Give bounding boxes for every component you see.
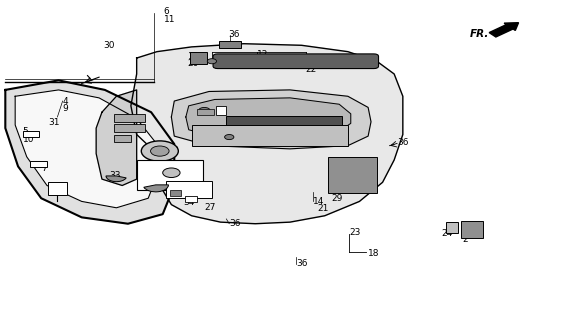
Text: 7: 7 (41, 164, 47, 173)
Text: 10: 10 (23, 135, 34, 144)
Text: 29: 29 (332, 194, 343, 203)
Bar (170, 190, 180, 196)
Text: 19: 19 (257, 57, 269, 66)
Bar (137, 160, 203, 190)
Text: 13: 13 (187, 52, 199, 60)
Text: 20: 20 (187, 59, 199, 68)
Text: 36: 36 (296, 259, 307, 268)
Bar (226, 116, 342, 126)
Text: 23: 23 (349, 228, 360, 237)
Text: 37: 37 (195, 117, 206, 126)
Circle shape (198, 108, 210, 114)
Text: 28: 28 (152, 166, 163, 175)
Polygon shape (186, 98, 351, 138)
Bar (166, 181, 212, 198)
Text: 15: 15 (306, 57, 317, 66)
Wedge shape (106, 176, 126, 182)
Text: 25: 25 (227, 132, 239, 141)
Text: 33: 33 (109, 171, 121, 180)
Polygon shape (96, 90, 137, 186)
Bar (328, 157, 377, 194)
Text: 36: 36 (228, 30, 240, 39)
Bar (216, 106, 226, 116)
Text: 26: 26 (212, 57, 223, 66)
Bar (461, 220, 483, 238)
Text: 3: 3 (172, 146, 177, 155)
Text: 4: 4 (63, 97, 68, 106)
Bar (184, 196, 197, 202)
Text: 26: 26 (185, 114, 197, 123)
Bar (30, 161, 47, 167)
Text: 22: 22 (306, 65, 317, 74)
Circle shape (163, 168, 180, 178)
Wedge shape (144, 185, 169, 192)
Bar (114, 124, 146, 132)
Text: FR.: FR. (470, 29, 490, 39)
Text: 11: 11 (164, 15, 175, 24)
Text: 32: 32 (154, 180, 165, 188)
Circle shape (151, 146, 169, 156)
Bar (114, 114, 146, 123)
Bar (219, 41, 241, 49)
FancyArrow shape (489, 23, 519, 37)
Bar (23, 131, 39, 137)
Text: 27: 27 (204, 203, 216, 212)
Text: 35: 35 (201, 106, 213, 115)
Circle shape (224, 134, 234, 140)
Text: 36: 36 (165, 188, 176, 196)
FancyBboxPatch shape (213, 54, 379, 68)
Bar (191, 125, 348, 146)
Polygon shape (131, 44, 403, 224)
Text: 36: 36 (397, 138, 408, 147)
Polygon shape (5, 80, 174, 224)
Text: 6: 6 (164, 7, 169, 16)
Text: 24: 24 (441, 229, 453, 238)
Text: 36: 36 (229, 219, 241, 228)
Text: 12: 12 (257, 50, 269, 59)
Text: 30: 30 (104, 41, 115, 50)
Text: 14: 14 (313, 197, 325, 206)
Text: 9: 9 (63, 104, 68, 113)
Text: 21: 21 (318, 204, 329, 213)
Circle shape (142, 141, 178, 161)
Bar (48, 182, 67, 195)
Polygon shape (15, 90, 157, 208)
Bar (190, 52, 207, 64)
Text: 8: 8 (226, 103, 232, 112)
Bar (197, 109, 213, 116)
Text: 17: 17 (232, 120, 244, 129)
Text: 31: 31 (49, 118, 60, 127)
Text: 16: 16 (218, 109, 229, 118)
Bar (114, 134, 131, 141)
Bar (446, 222, 458, 233)
Text: 18: 18 (368, 250, 380, 259)
Text: 34: 34 (183, 197, 195, 206)
Circle shape (207, 59, 216, 64)
Text: 2: 2 (462, 235, 468, 244)
Polygon shape (171, 90, 371, 149)
Text: 5: 5 (23, 127, 28, 136)
